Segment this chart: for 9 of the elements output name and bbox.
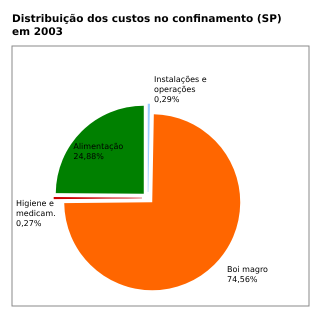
slice-label: Higiene e medicam. (16, 199, 56, 218)
data-label: 0,29% (154, 95, 180, 104)
slice-label: Instalações e operações (154, 75, 207, 94)
data-label: 0,27% (16, 219, 42, 228)
slice-label: Alimentação (73, 142, 124, 152)
data-label: 24,88% (73, 152, 104, 162)
data-label: 74,56% (227, 275, 258, 284)
slice-label: Boi magro (227, 265, 268, 274)
chart-title: Distribuição dos custos no confinamento (SP) em 2003 (12, 13, 282, 38)
